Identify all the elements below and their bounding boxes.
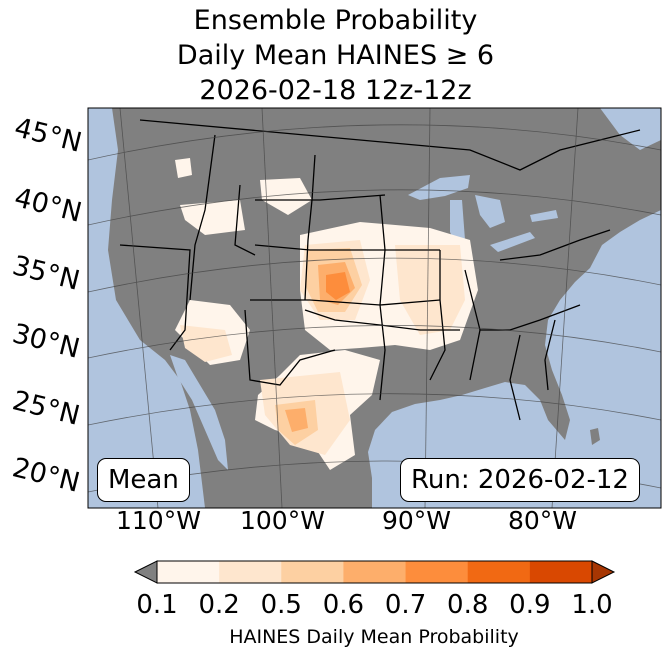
colorbar-under-arrow [133, 560, 158, 584]
great-lakes-huron [475, 195, 505, 228]
colorbar-label: HAINES Daily Mean Probability [229, 626, 519, 648]
run-box: Run: 2026-02-12 [400, 458, 640, 502]
colorbar-segment [157, 561, 220, 583]
colorbar-segment [405, 561, 469, 583]
great-lakes-superior [408, 175, 470, 200]
colorbar-segment [467, 561, 531, 583]
colorbar-segment [281, 561, 344, 583]
lon-label-110: 110°W [116, 506, 201, 535]
colorbar-segment [343, 561, 407, 583]
colorbar-over-arrow [591, 560, 616, 584]
gulf-of-california [170, 355, 228, 470]
title-line-1: Ensemble Probability [193, 5, 478, 36]
colorbar-tick-label: 0.9 [509, 590, 551, 620]
colorbar-tick-label: 0.5 [260, 590, 302, 620]
bahamas-land [590, 428, 600, 445]
lon-label-90: 90°W [382, 506, 452, 535]
state-borders [119, 119, 641, 421]
lon-label-100: 100°W [240, 506, 325, 535]
colorbar-tick-label: 1.0 [571, 590, 613, 620]
colorbar-segment [529, 561, 593, 583]
great-lakes-erie [490, 232, 535, 252]
colorbar-tick-label: 0.2 [198, 590, 240, 620]
lon-label-80: 80°W [508, 506, 578, 535]
colorbar-segment [219, 561, 282, 583]
water-bodies [88, 108, 661, 508]
colorbar-tick-label: 0.7 [384, 590, 427, 620]
pacific-coast-west [88, 108, 205, 508]
colorbar-tick-label: 0.6 [322, 590, 365, 620]
colorbar-tick-label: 0.8 [447, 590, 489, 620]
great-lakes-ontario [530, 210, 558, 222]
hudson-strait [600, 108, 661, 150]
stat-box: Mean [97, 458, 190, 502]
title-line-3: 2026-02-18 12z-12z [199, 75, 472, 106]
title-line-2: Daily Mean HAINES ≥ 6 [176, 40, 495, 71]
colorbar-tick-label: 0.1 [136, 590, 178, 620]
probability-shading [175, 158, 478, 470]
